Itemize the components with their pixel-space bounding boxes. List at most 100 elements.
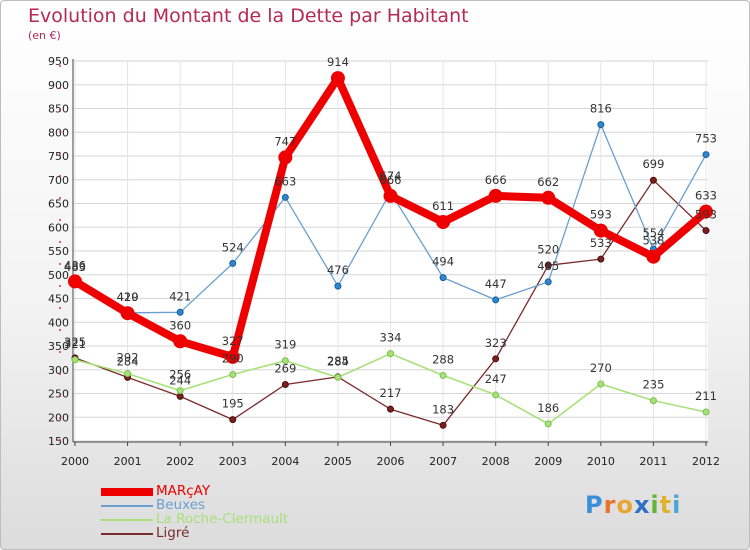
- data-label: 476: [327, 263, 349, 277]
- data-point: [488, 188, 503, 203]
- data-label: 217: [380, 386, 402, 400]
- data-label: 195: [222, 397, 244, 411]
- chart-title: Evolution du Montant de la Dette par Hab…: [28, 5, 469, 27]
- x-tick-label: 2002: [166, 455, 194, 468]
- y-tick-label: 800: [48, 126, 69, 139]
- data-point: [334, 373, 342, 381]
- data-point: [492, 391, 500, 399]
- x-tick-label: 2010: [587, 455, 615, 468]
- data-label: 290: [222, 352, 244, 366]
- data-label: 485: [537, 259, 559, 273]
- data-label: 421: [169, 289, 191, 303]
- data-point: [229, 416, 237, 424]
- y-tick-label: 750: [48, 150, 69, 163]
- y-tick-label: 600: [48, 221, 69, 234]
- legend-label: Ligré: [156, 525, 190, 541]
- data-label: 666: [380, 173, 402, 187]
- data-label: 292: [117, 351, 139, 365]
- y-tick-label: 700: [48, 174, 69, 187]
- x-tick-label: 2000: [61, 455, 89, 468]
- data-label: 321: [64, 337, 86, 351]
- data-label: 247: [485, 372, 507, 386]
- data-label: 183: [432, 402, 454, 416]
- data-point: [124, 370, 132, 378]
- data-point: [702, 151, 710, 159]
- data-point: [597, 121, 605, 129]
- data-point: [699, 204, 713, 219]
- y-tick-label: 500: [48, 269, 69, 282]
- data-label: 633: [695, 189, 717, 203]
- data-point: [439, 371, 447, 379]
- data-label: 486: [64, 258, 86, 272]
- x-tick-label: 2009: [534, 455, 562, 468]
- data-point: [383, 188, 398, 203]
- data-label: 334: [380, 331, 402, 345]
- logo-letter: o: [616, 491, 634, 519]
- proxiti-logo: Proxiti: [585, 491, 681, 519]
- series-2: [71, 350, 710, 428]
- data-point: [334, 282, 342, 290]
- y-tick-label: 900: [48, 79, 69, 92]
- y-tick-label: 450: [48, 293, 69, 306]
- data-label: 284: [327, 354, 349, 368]
- data-label: 753: [695, 132, 717, 146]
- data-label: 256: [169, 368, 191, 382]
- data-point: [176, 308, 184, 316]
- y-tick-label: 150: [48, 435, 69, 448]
- data-point: [541, 190, 556, 205]
- data-label: 674: [380, 169, 402, 183]
- y-tick-label: 850: [48, 103, 69, 116]
- data-label: 269: [274, 361, 296, 375]
- data-point: [176, 392, 184, 400]
- data-point: [544, 420, 552, 428]
- logo-letter: i: [672, 491, 682, 519]
- y-tick-label: 650: [48, 198, 69, 211]
- x-tick-label: 2004: [271, 455, 299, 468]
- data-label: 284: [117, 354, 139, 368]
- data-label: 816: [590, 102, 612, 116]
- data-label: 244: [169, 373, 191, 387]
- y-tick-label: 200: [48, 411, 69, 424]
- data-point: [597, 380, 605, 388]
- data-label: 483: [64, 260, 86, 274]
- data-point: [492, 296, 500, 304]
- data-point: [281, 193, 289, 201]
- data-label: 554: [642, 226, 664, 240]
- x-tick-label: 2008: [482, 455, 510, 468]
- data-label: 325: [64, 335, 86, 349]
- data-point: [387, 350, 394, 358]
- legend-swatch: [101, 533, 153, 535]
- data-point: [544, 278, 552, 286]
- data-point: [649, 397, 657, 405]
- data-point: [439, 274, 447, 282]
- data-point: [436, 215, 451, 230]
- y-tick-label: 400: [48, 316, 69, 329]
- legend-swatch: [101, 505, 153, 507]
- data-point: [229, 371, 237, 378]
- data-label: 211: [695, 389, 717, 403]
- data-point: [176, 387, 184, 395]
- data-point: [702, 408, 710, 416]
- data-label: 419: [117, 290, 139, 304]
- x-tick-label: 2006: [377, 455, 405, 468]
- data-point: [646, 249, 661, 264]
- data-label: 663: [274, 174, 296, 188]
- data-label: 270: [590, 361, 612, 375]
- y-tick-label: 350: [48, 340, 69, 353]
- x-tick-label: 2003: [219, 455, 247, 468]
- logo-letter: P: [585, 491, 604, 519]
- data-label: 447: [485, 277, 507, 291]
- data-label: 538: [642, 234, 664, 248]
- data-point: [281, 380, 289, 388]
- logo-letter: i: [650, 491, 660, 519]
- data-label: 747: [274, 134, 296, 148]
- legend-swatch: [101, 519, 153, 521]
- data-point: [702, 227, 710, 235]
- data-point: [68, 274, 82, 289]
- data-label: 699: [642, 157, 664, 171]
- x-tick-label: 2001: [114, 455, 142, 468]
- data-point: [597, 255, 605, 263]
- y-tick-label: 250: [48, 388, 69, 401]
- legend-label: Beuxes: [156, 497, 206, 513]
